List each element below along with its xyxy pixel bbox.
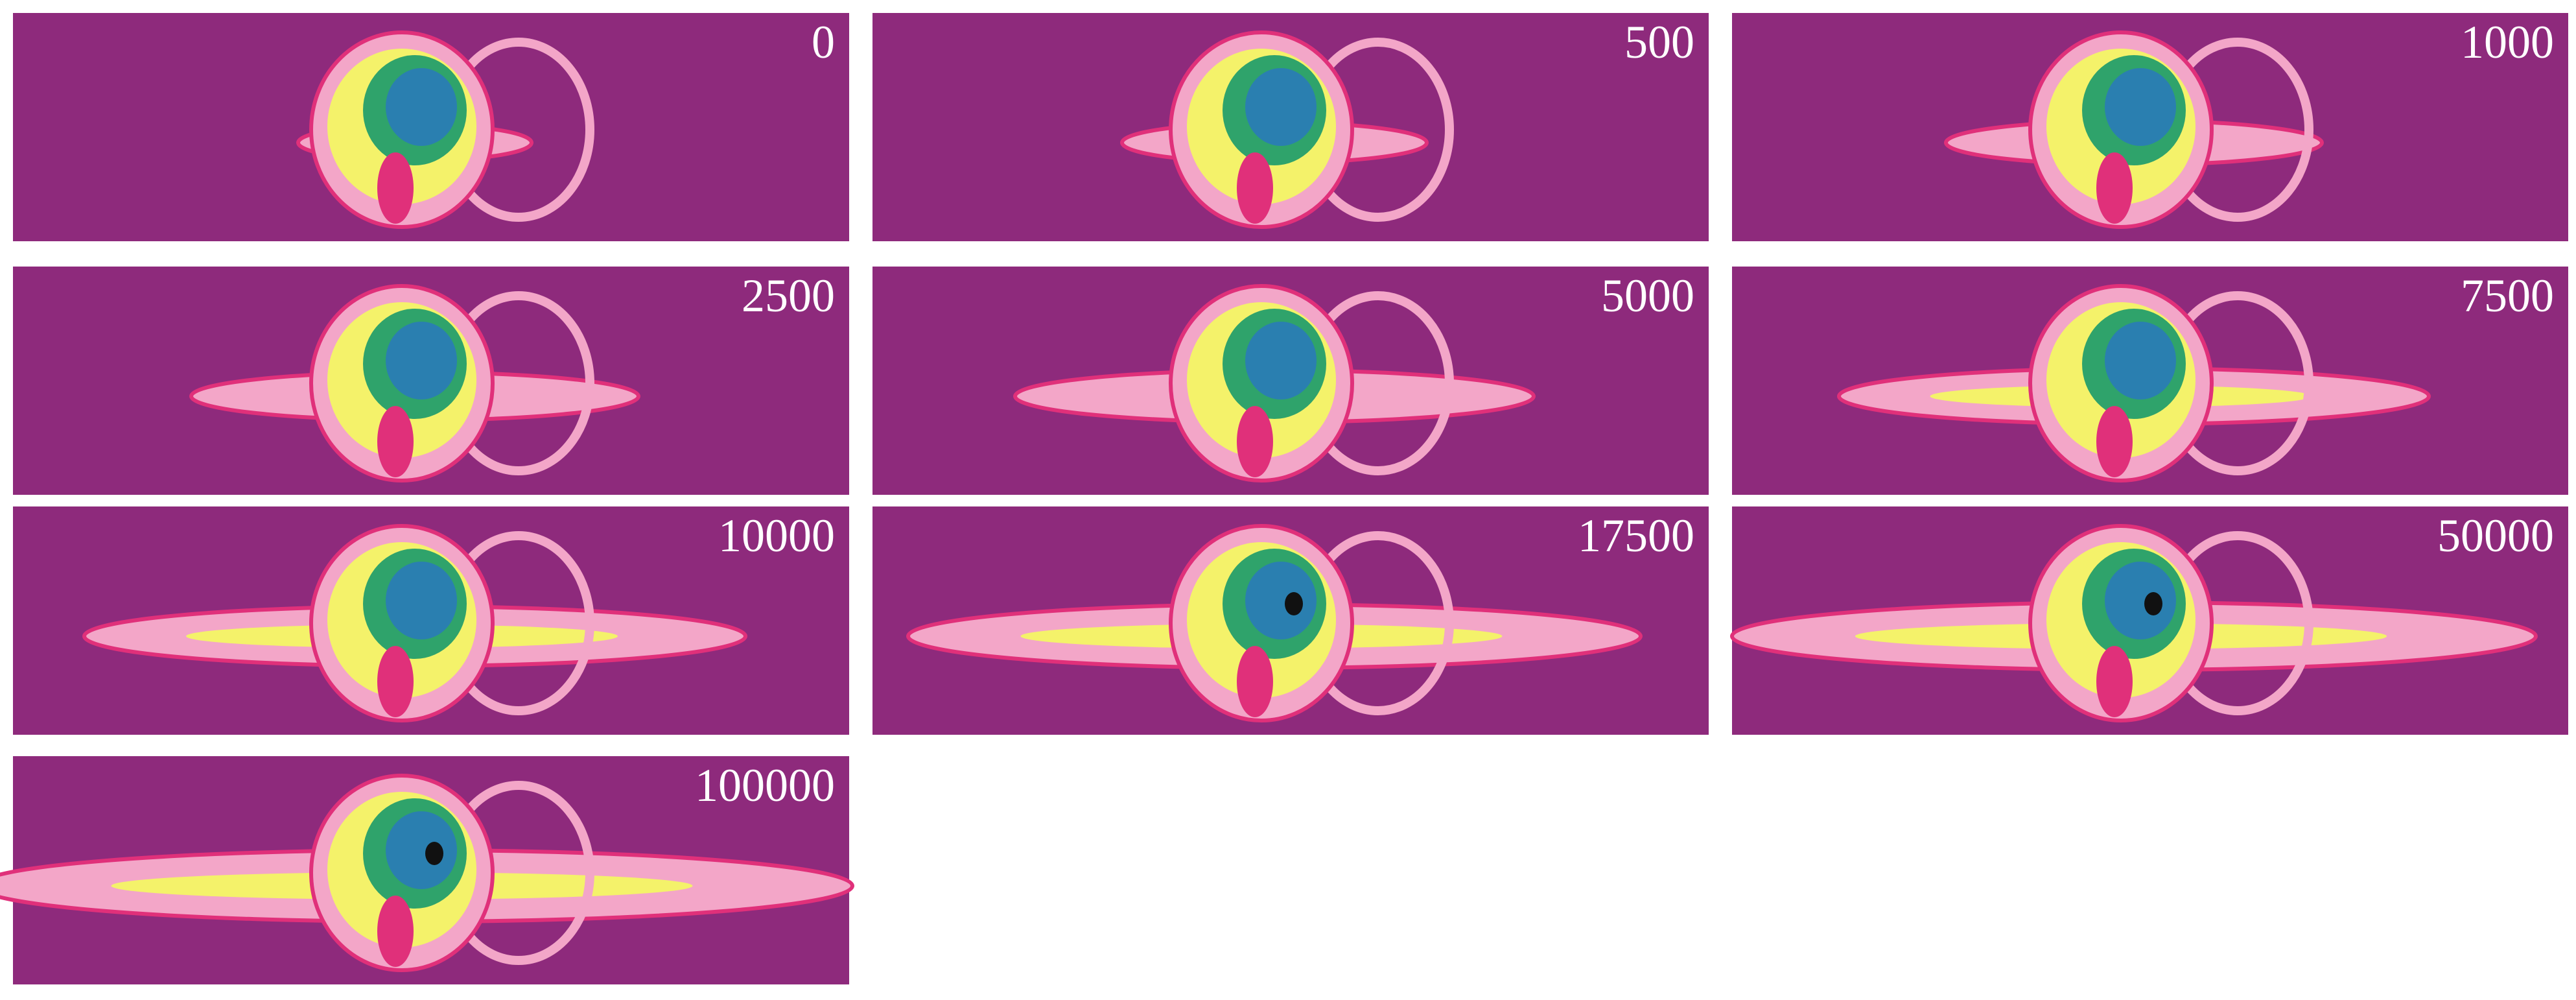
panel-label: 10000 xyxy=(718,510,835,562)
dark-core xyxy=(1285,592,1303,615)
dark-core xyxy=(2144,592,2162,615)
stem xyxy=(377,896,414,967)
body-blue xyxy=(1245,562,1317,639)
panel-label: 0 xyxy=(812,16,835,68)
body-blue xyxy=(1245,68,1317,146)
panel: 50000 xyxy=(1730,506,2568,735)
panel-label: 2500 xyxy=(742,270,835,322)
panel-label: 50000 xyxy=(2437,510,2554,562)
panel-label: 500 xyxy=(1624,16,1694,68)
stem xyxy=(377,152,414,224)
panel: 10000 xyxy=(13,506,849,735)
body-blue xyxy=(2105,68,2176,146)
body-blue xyxy=(386,68,457,146)
body-blue xyxy=(386,322,457,399)
stem xyxy=(377,646,414,717)
panel-label: 1000 xyxy=(2461,16,2554,68)
panel: 7500 xyxy=(1732,267,2568,495)
stem xyxy=(1237,406,1273,477)
body-blue xyxy=(386,562,457,639)
panel: 1000 xyxy=(1732,13,2568,241)
stem xyxy=(2096,152,2133,224)
body-blue xyxy=(386,811,457,889)
panel-label: 17500 xyxy=(1578,510,1694,562)
panel-label: 100000 xyxy=(695,759,835,811)
stem xyxy=(2096,406,2133,477)
panel: 2500 xyxy=(13,267,849,495)
stem xyxy=(2096,646,2133,717)
stem xyxy=(1237,152,1273,224)
body-blue xyxy=(1245,322,1317,399)
stem xyxy=(1237,646,1273,717)
dark-core xyxy=(425,842,443,865)
panel: 100000 xyxy=(0,756,854,984)
stem xyxy=(377,406,414,477)
panel-label: 7500 xyxy=(2461,270,2554,322)
panel: 5000 xyxy=(872,267,1709,495)
body-blue xyxy=(2105,562,2176,639)
panel: 500 xyxy=(872,13,1709,241)
body-blue xyxy=(2105,322,2176,399)
panel-label: 5000 xyxy=(1601,270,1694,322)
panel: 0 xyxy=(13,13,849,241)
panel: 17500 xyxy=(872,506,1709,735)
